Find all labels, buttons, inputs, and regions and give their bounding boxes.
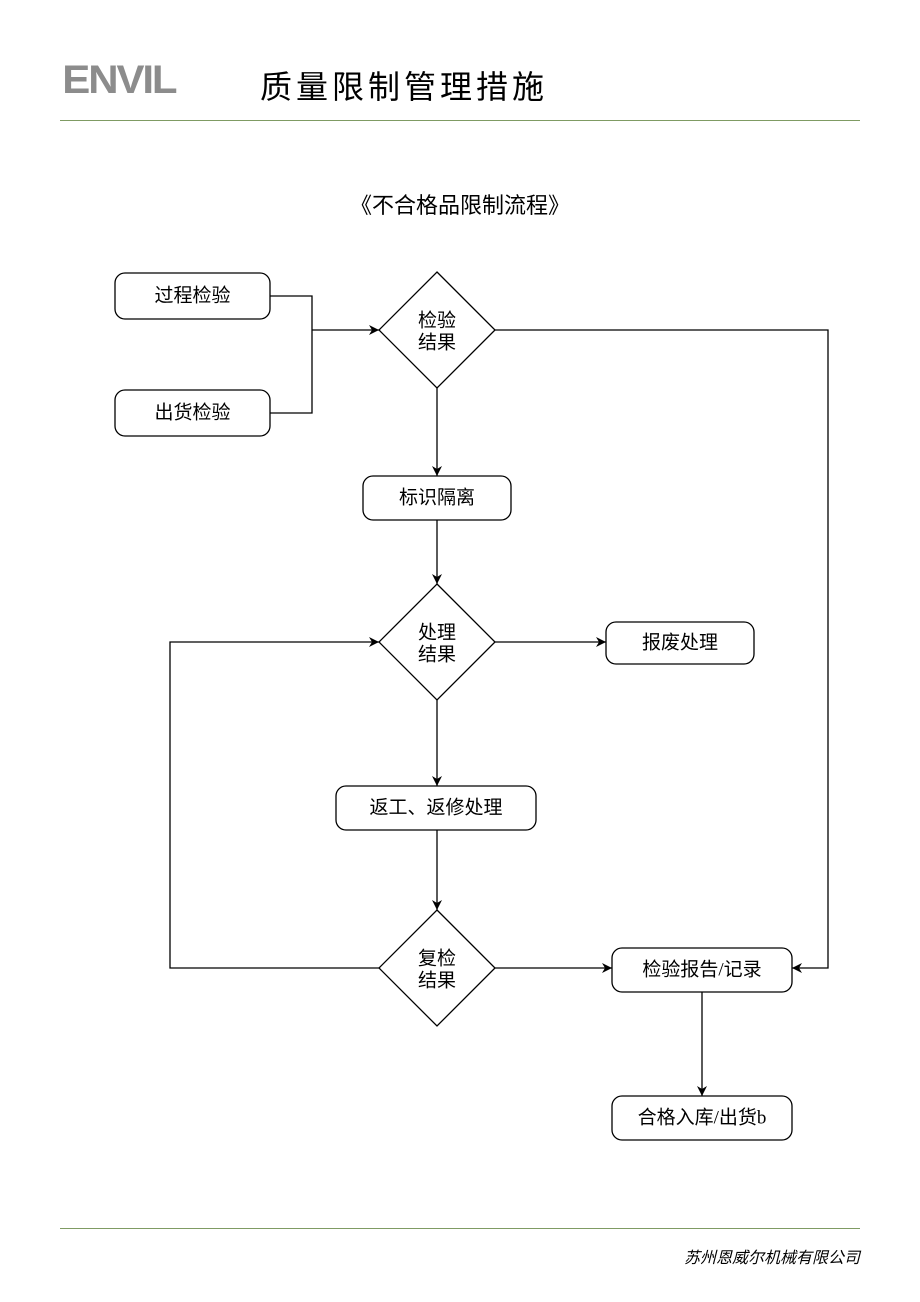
page: ENVIL 质量限制管理措施 《不合格品限制流程》 过程检验出货检验检验结果标识… <box>0 0 920 1302</box>
flow-node-label: 过程检验 <box>154 285 230 307</box>
flow-node-label: 报废处理 <box>642 632 718 654</box>
flow-node-recheck: 复检结果 <box>379 910 495 1026</box>
footer-rule <box>60 1228 860 1229</box>
flow-node-label: 检验 <box>418 310 456 332</box>
flowchart-canvas: 过程检验出货检验检验结果标识隔离处理结果报废处理返工、返修处理复检结果检验报告/… <box>0 0 920 1302</box>
flow-node-label: 结果 <box>418 970 456 992</box>
flow-node-label: 返工、返修处理 <box>369 797 502 819</box>
footer-company: 苏州恩威尔机械有限公司 <box>684 1244 860 1268</box>
flow-node-label: 结果 <box>418 644 456 666</box>
flow-node-final: 合格入库/出货b <box>612 1096 792 1140</box>
flow-node-label: 标识隔离 <box>399 487 475 509</box>
flow-node-scrap: 报废处理 <box>606 622 754 664</box>
flow-node-label: 处理 <box>418 622 456 644</box>
flow-node-label: 复检 <box>418 948 456 970</box>
flow-node-handle_result: 处理结果 <box>379 584 495 700</box>
flow-node-report: 检验报告/记录 <box>612 948 792 992</box>
flow-node-mark_isolate: 标识隔离 <box>363 476 511 520</box>
flow-node-label: 检验报告/记录 <box>642 959 761 981</box>
flow-node-process_check: 过程检验 <box>115 273 270 319</box>
flow-node-inspect_result: 检验结果 <box>379 272 495 388</box>
flow-node-label: 出货检验 <box>154 402 230 424</box>
flow-node-label: 结果 <box>418 332 456 354</box>
flow-edge <box>270 296 312 413</box>
flow-node-ship_check: 出货检验 <box>115 390 270 436</box>
flow-node-rework: 返工、返修处理 <box>336 786 536 830</box>
flow-node-label: 合格入库/出货b <box>638 1107 767 1129</box>
